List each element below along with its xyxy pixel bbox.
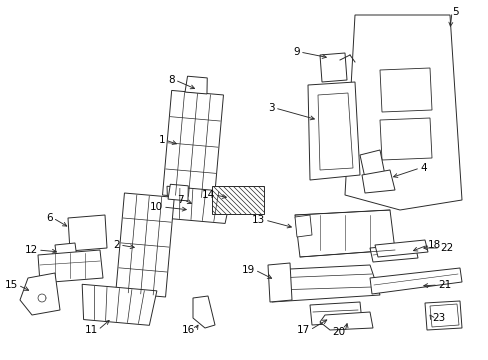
Text: 15: 15 bbox=[5, 280, 18, 290]
Polygon shape bbox=[167, 186, 231, 224]
Text: 4: 4 bbox=[419, 163, 426, 173]
Text: 22: 22 bbox=[439, 243, 452, 253]
Polygon shape bbox=[168, 184, 188, 201]
Polygon shape bbox=[82, 284, 157, 325]
Text: 3: 3 bbox=[268, 103, 274, 113]
Text: 9: 9 bbox=[293, 47, 299, 57]
Text: 1: 1 bbox=[158, 135, 164, 145]
Polygon shape bbox=[307, 82, 359, 180]
Polygon shape bbox=[319, 53, 346, 82]
Polygon shape bbox=[359, 150, 384, 178]
Polygon shape bbox=[269, 265, 379, 302]
Polygon shape bbox=[361, 170, 394, 193]
Polygon shape bbox=[317, 93, 352, 170]
Polygon shape bbox=[374, 240, 427, 257]
Text: 18: 18 bbox=[427, 240, 440, 250]
Text: 8: 8 bbox=[168, 75, 175, 85]
Text: 11: 11 bbox=[84, 325, 98, 335]
Polygon shape bbox=[424, 301, 461, 330]
Polygon shape bbox=[294, 210, 394, 257]
Text: 23: 23 bbox=[431, 313, 445, 323]
Text: 10: 10 bbox=[149, 202, 163, 212]
Polygon shape bbox=[116, 193, 174, 297]
Polygon shape bbox=[184, 76, 207, 94]
Polygon shape bbox=[379, 118, 431, 160]
Polygon shape bbox=[369, 268, 461, 294]
Polygon shape bbox=[345, 15, 461, 210]
Polygon shape bbox=[267, 263, 291, 302]
Text: 16: 16 bbox=[182, 325, 195, 335]
Text: 13: 13 bbox=[251, 215, 264, 225]
Text: 7: 7 bbox=[177, 195, 183, 205]
Text: 14: 14 bbox=[202, 190, 215, 200]
Text: 12: 12 bbox=[25, 245, 38, 255]
Text: 5: 5 bbox=[451, 7, 458, 17]
Text: 21: 21 bbox=[437, 280, 450, 290]
Polygon shape bbox=[38, 250, 103, 283]
Polygon shape bbox=[429, 304, 458, 327]
Polygon shape bbox=[55, 243, 77, 260]
Polygon shape bbox=[369, 244, 417, 262]
Polygon shape bbox=[20, 273, 60, 315]
Polygon shape bbox=[379, 68, 431, 112]
Polygon shape bbox=[294, 215, 311, 237]
Text: 20: 20 bbox=[331, 327, 345, 337]
Polygon shape bbox=[309, 302, 361, 325]
Text: 2: 2 bbox=[113, 240, 120, 250]
Polygon shape bbox=[212, 186, 264, 214]
Polygon shape bbox=[68, 215, 107, 251]
Text: 17: 17 bbox=[296, 325, 309, 335]
Polygon shape bbox=[162, 90, 223, 199]
Text: 6: 6 bbox=[46, 213, 53, 223]
Polygon shape bbox=[319, 312, 372, 330]
Polygon shape bbox=[193, 296, 215, 328]
Text: 19: 19 bbox=[241, 265, 254, 275]
